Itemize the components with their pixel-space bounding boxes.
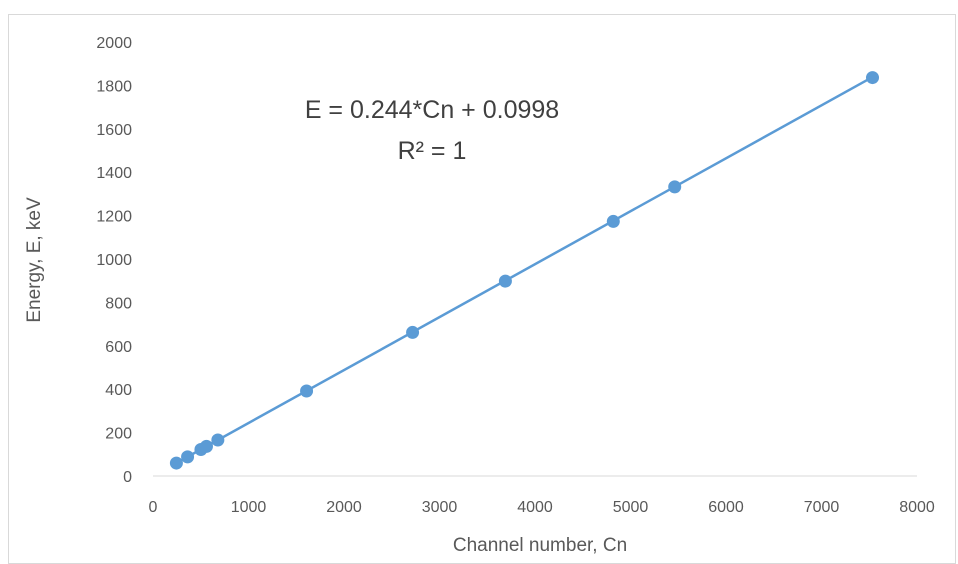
data-point: [300, 384, 314, 398]
y-tick-label: 0: [123, 469, 132, 486]
y-tick-label: 800: [105, 295, 132, 312]
data-point: [406, 325, 420, 339]
y-tick-label: 600: [105, 339, 132, 356]
x-tick-label: 2000: [326, 499, 362, 516]
y-axis-ticks: 0 200 400 600 800 1000 1200 1400 1600 1800 2000: [96, 35, 132, 486]
data-point: [498, 274, 512, 288]
x-tick-label: 7000: [804, 499, 840, 516]
y-tick-label: 200: [105, 426, 132, 443]
data-point: [169, 456, 183, 470]
y-tick-label: 2000: [96, 35, 132, 52]
x-tick-label: 4000: [517, 499, 553, 516]
x-tick-label: 1000: [231, 499, 267, 516]
data-points: [169, 71, 879, 470]
x-tick-label: 3000: [422, 499, 458, 516]
x-axis-ticks: 0 1000 2000 3000 4000 5000 6000 7000 8000: [149, 499, 935, 516]
r-squared-label: R² = 1: [398, 137, 467, 165]
y-tick-label: 1400: [96, 165, 132, 182]
y-tick-label: 1200: [96, 209, 132, 226]
y-tick-label: 1000: [96, 252, 132, 269]
data-point: [865, 71, 879, 85]
y-axis-title: Energy, E, keV: [24, 197, 45, 323]
x-tick-label: 8000: [899, 499, 935, 516]
y-tick-label: 1600: [96, 122, 132, 139]
y-tick-label: 400: [105, 382, 132, 399]
trendline-equation: E = 0.244*Cn + 0.0998: [305, 96, 559, 124]
x-tick-label: 6000: [708, 499, 744, 516]
trendline: [175, 75, 874, 465]
chart-area: [8, 14, 956, 564]
x-tick-label: 5000: [613, 499, 649, 516]
data-point: [181, 450, 195, 464]
x-tick-label: 0: [149, 499, 158, 516]
data-point: [606, 214, 620, 228]
data-point: [668, 180, 682, 194]
data-point: [199, 439, 213, 453]
y-tick-label: 1800: [96, 78, 132, 95]
x-axis-title: Channel number, Cn: [453, 535, 627, 556]
data-point: [211, 433, 225, 447]
